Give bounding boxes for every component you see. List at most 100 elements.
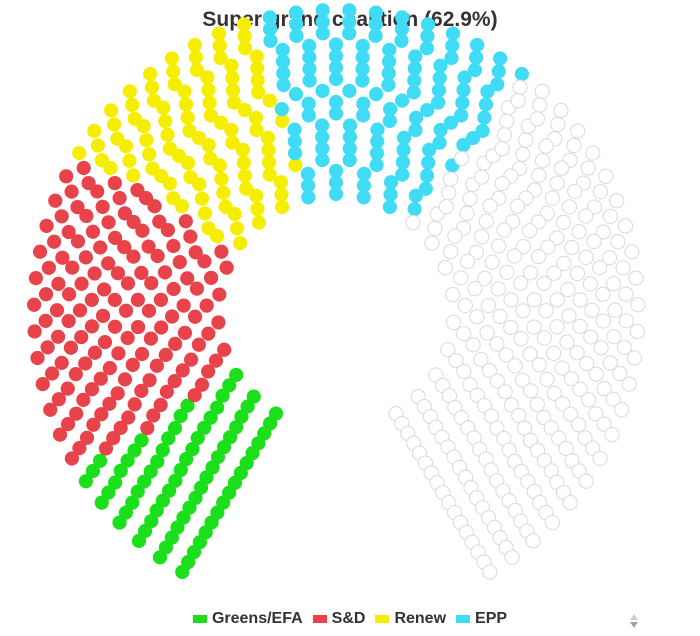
- seat-epp[interactable]: [355, 38, 370, 53]
- seat-s-d[interactable]: [126, 214, 141, 230]
- seat-other[interactable]: [559, 334, 575, 350]
- seat-epp[interactable]: [467, 62, 483, 78]
- seat-renew[interactable]: [164, 51, 179, 66]
- seat-epp[interactable]: [491, 64, 506, 79]
- seat-epp[interactable]: [314, 118, 330, 133]
- seat-other[interactable]: [571, 224, 587, 240]
- seat-epp[interactable]: [407, 61, 422, 76]
- seat-epp[interactable]: [315, 14, 330, 29]
- seat-other[interactable]: [534, 153, 551, 169]
- seat-other[interactable]: [572, 381, 588, 397]
- seat-s-d[interactable]: [199, 298, 214, 313]
- seat-other[interactable]: [536, 275, 552, 291]
- seat-renew[interactable]: [136, 118, 151, 134]
- seat-other[interactable]: [462, 191, 478, 207]
- seat-s-d[interactable]: [32, 244, 48, 259]
- seat-greens-efa[interactable]: [203, 410, 218, 425]
- seat-epp[interactable]: [315, 26, 330, 41]
- seat-greens-efa[interactable]: [120, 453, 135, 468]
- seat-s-d[interactable]: [166, 238, 181, 254]
- seat-other[interactable]: [588, 366, 604, 382]
- seat-other[interactable]: [445, 314, 462, 331]
- seat-s-d[interactable]: [74, 329, 89, 345]
- seat-other[interactable]: [592, 260, 608, 276]
- seat-other[interactable]: [572, 292, 588, 308]
- seat-other[interactable]: [523, 383, 539, 399]
- seat-other[interactable]: [469, 387, 485, 403]
- seat-s-d[interactable]: [134, 265, 149, 280]
- seat-other[interactable]: [560, 281, 576, 298]
- seat-renew[interactable]: [235, 142, 250, 157]
- seat-s-d[interactable]: [27, 324, 42, 339]
- seat-s-d[interactable]: [70, 234, 86, 249]
- seat-s-d[interactable]: [113, 420, 128, 435]
- seat-s-d[interactable]: [30, 350, 45, 366]
- seat-s-d[interactable]: [219, 260, 234, 275]
- seat-other[interactable]: [427, 220, 443, 237]
- seat-epp[interactable]: [356, 166, 372, 181]
- seat-epp[interactable]: [315, 153, 330, 168]
- seat-s-d[interactable]: [146, 408, 161, 423]
- seat-epp[interactable]: [394, 33, 409, 48]
- seat-s-d[interactable]: [74, 276, 89, 291]
- seat-renew[interactable]: [248, 110, 264, 125]
- seat-other[interactable]: [518, 132, 534, 148]
- seat-epp[interactable]: [342, 141, 357, 156]
- seat-renew[interactable]: [237, 168, 253, 183]
- seat-renew[interactable]: [249, 122, 264, 138]
- seat-epp[interactable]: [478, 97, 494, 112]
- seat-s-d[interactable]: [52, 427, 68, 442]
- seat-other[interactable]: [572, 318, 588, 334]
- seat-epp[interactable]: [328, 186, 344, 202]
- seat-s-d[interactable]: [120, 276, 136, 291]
- seat-renew[interactable]: [167, 77, 182, 92]
- seat-other[interactable]: [561, 199, 577, 215]
- seat-other[interactable]: [428, 367, 444, 383]
- seat-other[interactable]: [515, 303, 531, 319]
- seat-s-d[interactable]: [154, 320, 169, 335]
- seat-s-d[interactable]: [191, 337, 206, 352]
- seat-s-d[interactable]: [35, 377, 50, 392]
- seat-epp[interactable]: [274, 102, 289, 117]
- seat-other[interactable]: [579, 355, 595, 372]
- seat-greens-efa[interactable]: [167, 421, 183, 436]
- seat-epp[interactable]: [407, 73, 422, 88]
- seat-other[interactable]: [465, 337, 481, 353]
- seat-other[interactable]: [578, 208, 594, 224]
- seat-s-d[interactable]: [85, 224, 101, 239]
- seat-s-d[interactable]: [41, 260, 56, 275]
- seat-epp[interactable]: [328, 48, 344, 64]
- seat-s-d[interactable]: [135, 223, 150, 238]
- seat-epp[interactable]: [419, 168, 435, 183]
- seat-s-d[interactable]: [101, 215, 116, 230]
- seat-s-d[interactable]: [76, 392, 91, 407]
- seat-s-d[interactable]: [38, 287, 54, 302]
- seat-s-d[interactable]: [60, 381, 75, 396]
- seat-s-d[interactable]: [102, 360, 117, 376]
- seat-greens-efa[interactable]: [92, 453, 108, 468]
- seat-renew[interactable]: [239, 181, 254, 196]
- seat-s-d[interactable]: [164, 309, 180, 324]
- seat-other[interactable]: [531, 167, 547, 183]
- seat-other[interactable]: [551, 430, 567, 446]
- seat-epp[interactable]: [263, 21, 278, 37]
- seat-renew[interactable]: [201, 221, 216, 236]
- seat-epp[interactable]: [301, 190, 316, 205]
- seat-greens-efa[interactable]: [222, 378, 237, 393]
- seat-renew[interactable]: [237, 103, 252, 118]
- seat-epp[interactable]: [315, 3, 330, 18]
- seat-epp[interactable]: [300, 166, 316, 181]
- seat-s-d[interactable]: [107, 292, 122, 307]
- seat-epp[interactable]: [369, 146, 385, 161]
- seat-epp[interactable]: [383, 175, 399, 190]
- seat-epp[interactable]: [289, 28, 304, 43]
- seat-other[interactable]: [503, 397, 519, 413]
- seat-epp[interactable]: [395, 155, 411, 170]
- seat-greens-efa[interactable]: [134, 433, 149, 448]
- seat-epp[interactable]: [301, 96, 316, 111]
- seat-other[interactable]: [578, 249, 594, 266]
- seat-epp[interactable]: [395, 93, 410, 108]
- seat-renew[interactable]: [262, 167, 277, 182]
- seat-s-d[interactable]: [87, 345, 103, 360]
- seat-epp[interactable]: [342, 118, 358, 133]
